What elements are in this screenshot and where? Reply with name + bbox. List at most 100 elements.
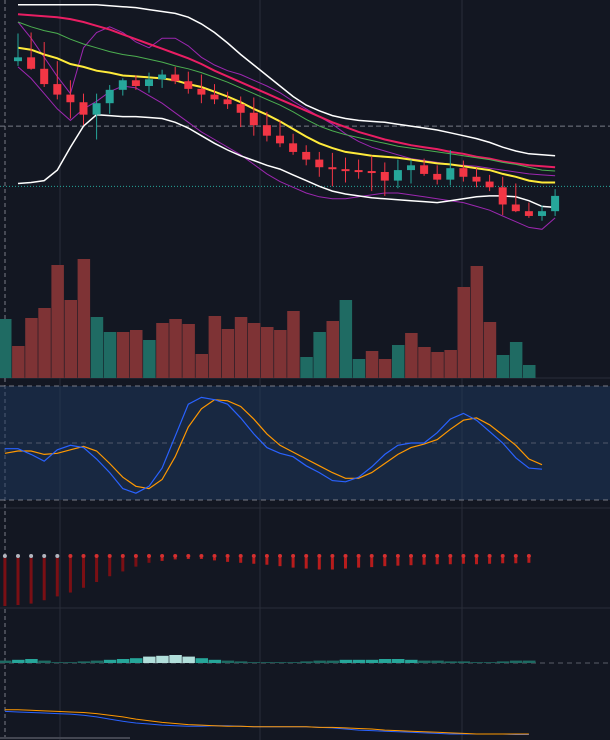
oscillator-bar (378, 659, 392, 663)
keltner-upper-line (17, 21, 556, 177)
histogram-dot (29, 554, 34, 558)
candle-bear (367, 171, 376, 174)
candle-bear (262, 125, 271, 136)
volume-bar (405, 333, 418, 378)
histogram-dot (395, 554, 400, 558)
volume-bar (195, 354, 208, 378)
histogram-dot (382, 554, 387, 558)
histogram-dot (238, 554, 243, 558)
histogram-dot (487, 554, 492, 558)
candle-bull (393, 170, 402, 181)
histogram-dot (422, 554, 427, 558)
histogram-bar (239, 558, 243, 563)
ema-fast-line (17, 46, 556, 184)
oscillator-bar (195, 658, 208, 663)
volume-bar (431, 352, 444, 378)
oscillator-bar (208, 659, 222, 663)
oscillator-bar (12, 659, 25, 663)
histogram-dot (147, 554, 151, 558)
volume-bar (208, 316, 222, 378)
histogram-bar (42, 558, 46, 601)
histogram-dot (81, 554, 86, 558)
oscillator-bar (313, 660, 326, 663)
oscillator-bar (38, 660, 51, 663)
candle-bear (249, 112, 258, 126)
oscillator-bar (169, 655, 182, 663)
oscillator-bar (51, 662, 64, 663)
histogram-dot (435, 554, 440, 558)
volume-bar (313, 332, 326, 378)
candle-bear (380, 172, 389, 181)
histogram-dot (212, 554, 217, 558)
histogram-dot (356, 554, 361, 558)
candle-bear (223, 99, 232, 105)
candle-bear (53, 84, 62, 95)
oscillator-bar (116, 659, 130, 663)
oscillator-bar (90, 660, 104, 663)
histogram-dot (264, 554, 269, 558)
oscillator-bar (392, 659, 405, 663)
histogram-bar (29, 558, 33, 604)
volume-bar (103, 332, 117, 378)
candle-bear (420, 165, 429, 174)
stochastic-k-line (4, 396, 543, 494)
bollinger-lower-line (17, 113, 556, 209)
candle-bull (145, 79, 153, 86)
oscillator-bar (352, 659, 366, 663)
candle-bear (433, 173, 442, 180)
oscillator-bar (221, 660, 235, 663)
oscillator-bar (103, 659, 117, 663)
histogram-bar (461, 558, 465, 564)
candle-bear (79, 102, 88, 115)
histogram-dot (160, 554, 165, 558)
histogram-bar (488, 558, 492, 564)
volume-bar (496, 355, 510, 378)
volume-bar (38, 308, 51, 378)
oscillator-bar (274, 662, 287, 663)
oscillator-bar (0, 660, 12, 663)
histogram-bar (501, 558, 505, 564)
histogram-dot (461, 554, 466, 558)
volume-bar (378, 359, 392, 378)
oscillator-bar (156, 655, 169, 663)
candle-bear (27, 57, 36, 69)
volume-bar (169, 319, 182, 378)
oscillator-bar (247, 662, 261, 663)
histogram-bar (317, 558, 321, 570)
histogram-bar (82, 558, 85, 588)
histogram-dot (107, 554, 112, 558)
volume-bar (274, 330, 287, 378)
candle-bear (511, 204, 520, 212)
volume-bar (470, 266, 484, 378)
histogram-bar (147, 558, 151, 563)
candle-bear (171, 74, 180, 82)
oscillator-bar (64, 662, 77, 663)
candle-bear (289, 143, 298, 152)
candle-bear (354, 170, 363, 173)
oscillator-bar (523, 660, 536, 663)
histogram-bar (435, 558, 439, 565)
volume-bar (261, 327, 274, 378)
oscillator-bar (234, 661, 248, 663)
candle-bear (459, 168, 468, 177)
oscillator-bar (287, 662, 300, 663)
oscillator-bar (130, 658, 143, 663)
histogram-dot (513, 554, 518, 558)
candle-bear (341, 169, 350, 172)
volume-bar (182, 324, 195, 378)
oscillator-bar (444, 661, 457, 663)
oscillator-bar (25, 659, 38, 663)
histogram-bar (396, 558, 400, 566)
histogram-bar (16, 558, 20, 606)
candle-bear (485, 181, 494, 188)
histogram-bar (55, 558, 59, 597)
volume-bar (90, 317, 104, 378)
stochastic-d-line (4, 399, 543, 490)
candle-bear (210, 94, 219, 100)
volume-bar (51, 265, 64, 378)
volume-bar (77, 259, 91, 378)
histogram-dot (317, 554, 322, 558)
candle-bull (105, 89, 114, 104)
